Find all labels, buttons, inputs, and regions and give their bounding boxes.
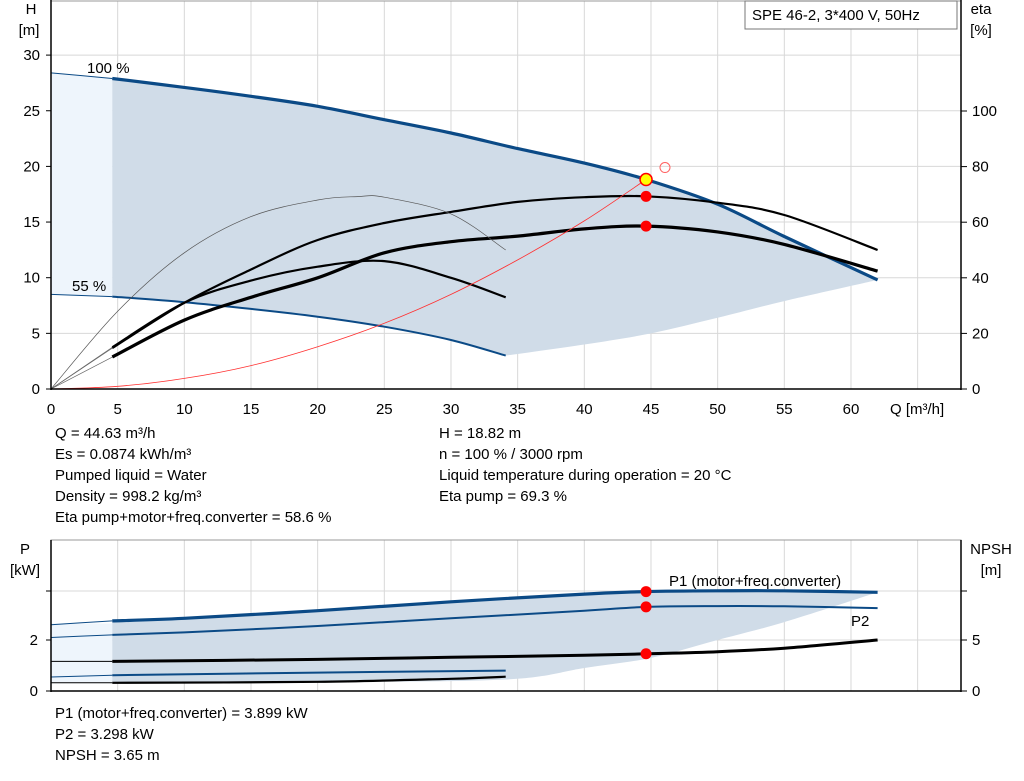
eta-axis-label: eta [971,1,993,18]
result-p1: P1 (motor+freq.converter) = 3.899 kW [55,705,308,722]
efficiency-curve-extension [50,356,113,390]
x-tick-label: 40 [576,401,593,418]
efficiency-curve [111,259,507,349]
eta-tick-label: 100 [972,103,997,120]
result-eta-pump: Eta pump = 69.3 % [439,488,567,505]
power-curve [112,589,878,623]
eta-pump-marker [640,190,652,202]
h-tick-label: 15 [23,214,40,231]
h-axis-unit: [m] [19,22,40,39]
h-tick-label: 5 [32,325,40,342]
x-tick-label: 55 [776,401,793,418]
requested-point-marker [659,162,671,174]
x-tick-label: 5 [113,401,121,418]
result-p2: P2 = 3.298 kW [55,726,154,743]
p-axis-unit: [kW] [10,562,40,579]
x-tick-label: 45 [643,401,660,418]
result-liquid: Pumped liquid = Water [55,467,207,484]
eta-tick-label: 80 [972,159,989,176]
result-density: Density = 998.2 kg/m³ [55,488,202,505]
p-tick-label: 2 [30,632,38,649]
x-tick-label: 35 [509,401,526,418]
result-flow: Q = 44.63 m³/h [55,425,156,442]
result-eta-total: Eta pump+motor+freq.converter = 58.6 % [55,509,332,526]
h-tick-label: 30 [23,47,40,64]
x-tick-label: 20 [309,401,326,418]
curve-label-p1: P1 (motor+freq.converter) [669,573,841,590]
eta-total-marker [640,220,652,232]
area-low-flow [51,623,113,684]
result-head: H = 18.82 m [439,425,522,442]
head-curve-extension [50,72,113,79]
eta-tick-label: 0 [972,381,980,398]
power-curve-extension [50,620,113,626]
h-axis-label: H [26,1,37,18]
npsh-marker [640,648,652,660]
p-tick-label: 0 [30,683,38,700]
area-operating-range [112,78,878,356]
efficiency-curve-reference [50,195,506,390]
efficiency-curve-extension [50,347,113,390]
npsh-axis-label: NPSH [970,541,1012,558]
eta-axis-unit: [%] [970,22,992,39]
x-tick-label: 15 [243,401,260,418]
area-low-flow [51,72,113,297]
efficiency-curve [111,224,879,359]
model-legend-text: SPE 46-2, 3*400 V, 50Hz [752,7,920,24]
result-speed: n = 100 % / 3000 rpm [439,446,583,463]
results-right: H = 18.82 m n = 100 % / 3000 rpm Liquid … [439,423,731,507]
head-curve-extension [50,293,113,298]
npsh-tick-label: 0 [972,683,980,700]
p2-marker [640,601,652,613]
power-curve-extension [50,634,113,638]
npsh-tick-label: 5 [972,632,980,649]
results-left: Q = 44.63 m³/h Es = 0.0874 kWh/m³ Pumped… [55,423,331,528]
h-tick-label: 25 [23,103,40,120]
results-power: P1 (motor+freq.converter) = 3.899 kW P2 … [55,703,308,766]
npsh-axis-unit: [m] [981,562,1002,579]
p1-marker [640,586,652,598]
npsh-curve [112,675,506,684]
npsh-curve [112,638,878,663]
x-tick-label: 30 [443,401,460,418]
duty-point-marker [639,172,653,187]
power-curve [112,669,506,677]
efficiency-curve [111,194,878,350]
q-axis-label: Q [m³/h] [890,401,944,418]
x-tick-label: 10 [176,401,193,418]
result-es: Es = 0.0874 kWh/m³ [55,446,192,463]
system-curve [50,179,647,390]
eta-tick-label: 60 [972,214,989,231]
curve-label-55: 55 % [72,278,106,295]
eta-tick-label: 40 [972,270,989,287]
eta-tick-label: 20 [972,325,989,342]
head-curve [112,76,879,282]
power-curve [112,605,878,636]
x-tick-label: 25 [376,401,393,418]
h-tick-label: 20 [23,158,40,175]
power-curve-extension [50,674,113,678]
h-tick-label: 0 [32,381,40,398]
result-npsh: NPSH = 3.65 m [55,747,160,764]
model-legend-box [744,0,958,30]
x-tick-label: 50 [709,401,726,418]
h-tick-label: 10 [23,270,40,287]
x-tick-label: 60 [843,401,860,418]
p-axis-label: P [20,541,30,558]
curve-label-p2: P2 [851,613,869,630]
curve-label-100: 100 % [87,60,130,77]
result-temperature: Liquid temperature during operation = 20… [439,467,732,484]
x-tick-label: 0 [47,401,55,418]
